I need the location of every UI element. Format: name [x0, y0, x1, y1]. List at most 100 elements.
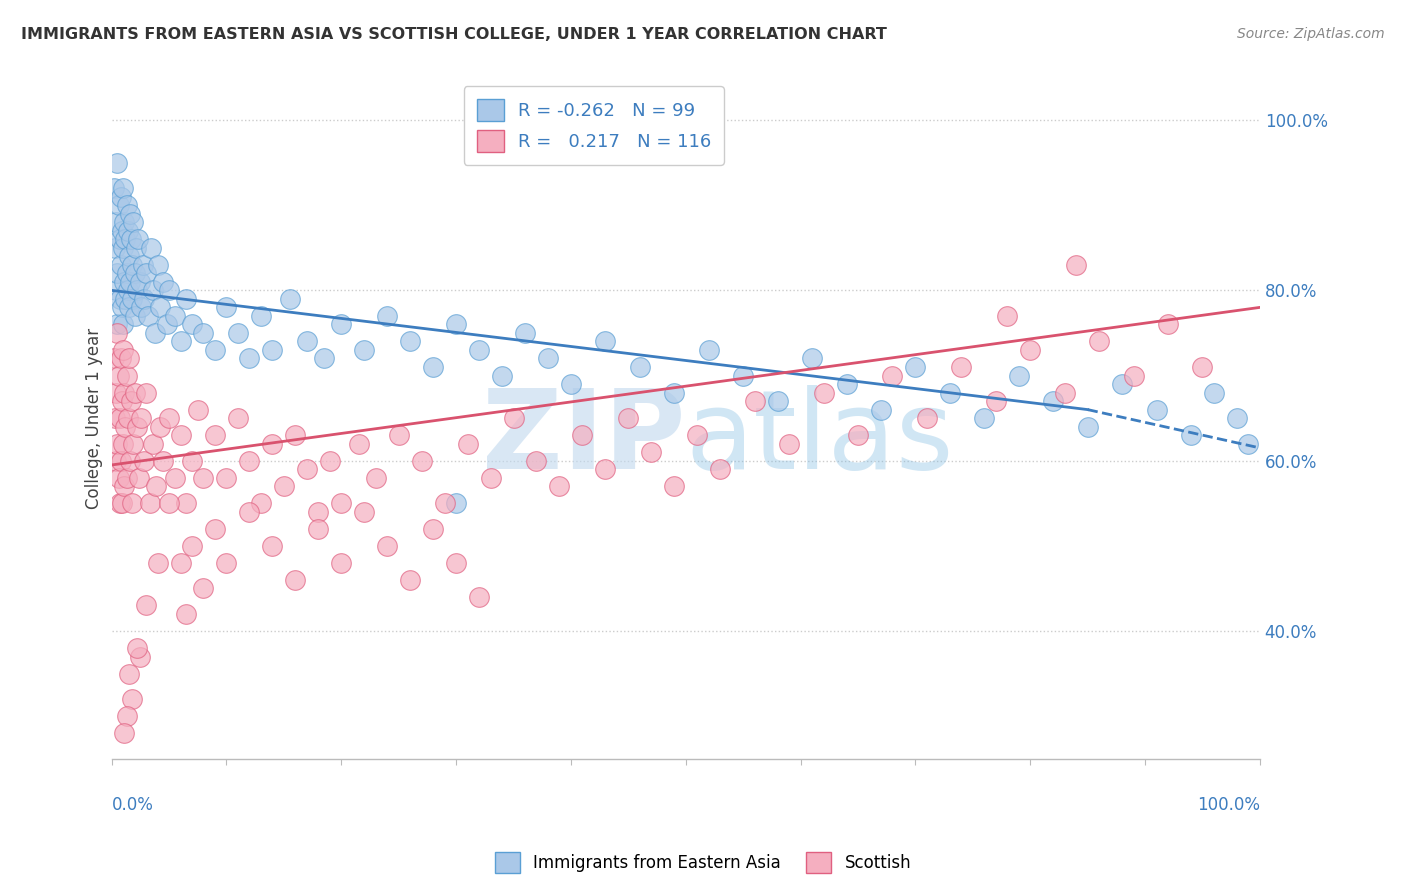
- Point: [733, 368, 755, 383]
- Point: [117, 284, 139, 298]
- Point: [115, 266, 138, 280]
- Point: [145, 479, 167, 493]
- Point: [262, 343, 284, 357]
- Point: [122, 215, 145, 229]
- Point: [411, 453, 433, 467]
- Point: [628, 359, 651, 374]
- Point: [307, 505, 329, 519]
- Point: [157, 496, 180, 510]
- Point: [697, 343, 720, 357]
- Point: [143, 326, 166, 340]
- Point: [1180, 428, 1202, 442]
- Point: [104, 241, 127, 255]
- Point: [915, 411, 938, 425]
- Point: [766, 394, 789, 409]
- Point: [560, 377, 582, 392]
- Point: [778, 436, 800, 450]
- Point: [181, 453, 204, 467]
- Point: [1053, 385, 1076, 400]
- Point: [1077, 419, 1099, 434]
- Point: [127, 232, 149, 246]
- Point: [1111, 377, 1133, 392]
- Point: [444, 318, 467, 332]
- Point: [1146, 402, 1168, 417]
- Point: [226, 411, 249, 425]
- Point: [813, 385, 835, 400]
- Point: [526, 453, 548, 467]
- Point: [193, 326, 215, 340]
- Point: [347, 436, 370, 450]
- Point: [112, 275, 135, 289]
- Point: [131, 411, 153, 425]
- Point: [146, 556, 169, 570]
- Point: [273, 479, 295, 493]
- Point: [904, 359, 927, 374]
- Point: [104, 411, 127, 425]
- Point: [118, 351, 141, 366]
- Point: [105, 284, 128, 298]
- Point: [112, 241, 135, 255]
- Point: [174, 607, 197, 621]
- Point: [1088, 334, 1111, 349]
- Point: [105, 155, 128, 169]
- Point: [422, 522, 444, 536]
- Point: [640, 445, 662, 459]
- Point: [1157, 318, 1180, 332]
- Point: [353, 343, 375, 357]
- Point: [250, 496, 273, 510]
- Point: [118, 453, 141, 467]
- Point: [157, 284, 180, 298]
- Point: [595, 334, 617, 349]
- Point: [215, 301, 238, 315]
- Point: [468, 590, 491, 604]
- Point: [105, 385, 128, 400]
- Point: [121, 258, 143, 272]
- Point: [122, 436, 145, 450]
- Point: [307, 522, 329, 536]
- Point: [278, 292, 301, 306]
- Point: [204, 428, 226, 442]
- Point: [105, 266, 128, 280]
- Point: [124, 309, 146, 323]
- Point: [1191, 359, 1213, 374]
- Point: [105, 215, 128, 229]
- Point: [457, 436, 479, 450]
- Point: [118, 249, 141, 263]
- Point: [295, 334, 318, 349]
- Point: [502, 411, 524, 425]
- Point: [125, 241, 148, 255]
- Point: [111, 224, 134, 238]
- Point: [169, 428, 191, 442]
- Point: [156, 318, 179, 332]
- Point: [131, 258, 153, 272]
- Point: [117, 224, 139, 238]
- Point: [108, 232, 131, 246]
- Point: [107, 368, 129, 383]
- Point: [107, 198, 129, 212]
- Point: [1122, 368, 1144, 383]
- Point: [375, 539, 398, 553]
- Point: [193, 582, 215, 596]
- Point: [120, 232, 142, 246]
- Point: [125, 419, 148, 434]
- Point: [121, 692, 143, 706]
- Point: [111, 394, 134, 409]
- Point: [114, 419, 136, 434]
- Point: [139, 241, 162, 255]
- Point: [571, 428, 593, 442]
- Point: [135, 266, 157, 280]
- Point: [105, 326, 128, 340]
- Point: [132, 453, 155, 467]
- Legend: R = -0.262   N = 99, R =   0.217   N = 116: R = -0.262 N = 99, R = 0.217 N = 116: [464, 87, 724, 165]
- Point: [174, 292, 197, 306]
- Point: [181, 318, 204, 332]
- Point: [117, 411, 139, 425]
- Point: [152, 453, 174, 467]
- Point: [479, 471, 502, 485]
- Point: [187, 402, 209, 417]
- Point: [399, 334, 422, 349]
- Point: [468, 343, 491, 357]
- Point: [174, 496, 197, 510]
- Point: [238, 351, 260, 366]
- Text: 100.0%: 100.0%: [1197, 797, 1260, 814]
